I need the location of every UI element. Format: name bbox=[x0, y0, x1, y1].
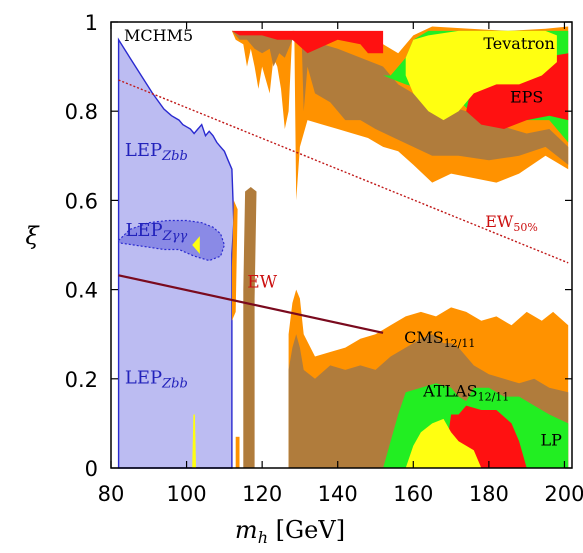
x-axis-title: mh [GeV] bbox=[235, 516, 345, 547]
x-axis-title-sub: h bbox=[258, 528, 268, 547]
ew-lines bbox=[118, 79, 569, 334]
x-tick-label: 120 bbox=[242, 482, 282, 506]
plot-frame bbox=[110, 21, 573, 469]
label-lep-zgg: LEPZγγ bbox=[125, 220, 187, 244]
label-eps: EPS bbox=[510, 87, 543, 106]
x-tick-label: 140 bbox=[318, 482, 358, 506]
cms-band-112 bbox=[231, 200, 238, 321]
tevatron-region-lower bbox=[405, 418, 482, 468]
atlas-column bbox=[243, 187, 257, 468]
x-tick-label: 180 bbox=[469, 482, 509, 506]
model-label: MCHM5 bbox=[124, 26, 193, 45]
atlas-region-upper bbox=[231, 30, 569, 165]
region-labels: LEPZbb LEPZbb LEPZγγ EW EW50% CMS12/11 ATLAS12… bbox=[125, 34, 562, 450]
axis-ticks: 80 100 120 140 160 180 200 0 0.2 0.4 0.6 0.8 1 bbox=[65, 11, 583, 506]
y-tick-label: 1 bbox=[85, 11, 98, 35]
label-lep-zbb-lower: LEPZbb bbox=[125, 367, 188, 391]
eps-strip bbox=[231, 30, 384, 54]
ew-50-line bbox=[118, 79, 569, 264]
y-tick-label: 0.6 bbox=[65, 189, 98, 213]
x-tick-label: 100 bbox=[167, 482, 207, 506]
label-ew-50: EW50% bbox=[485, 212, 538, 234]
label-cms: CMS12/11 bbox=[404, 328, 475, 350]
label-lp: LP bbox=[541, 431, 563, 450]
label-atlas: ATLAS12/11 bbox=[422, 382, 509, 404]
label-tevatron: Tevatron bbox=[483, 34, 555, 53]
tevatron-small-patch bbox=[192, 236, 200, 254]
y-tick-label: 0.2 bbox=[65, 368, 98, 392]
x-axis-title-main: m bbox=[235, 516, 258, 544]
y-tick-label: 0.8 bbox=[65, 100, 98, 124]
ew-line bbox=[118, 274, 384, 334]
tevatron-region-upper bbox=[405, 30, 557, 121]
cms-band-113 bbox=[235, 436, 240, 468]
x-axis-title-unit: [GeV] bbox=[268, 516, 345, 544]
x-tick-label: 160 bbox=[393, 482, 433, 506]
y-tick-label: 0.4 bbox=[65, 279, 98, 303]
x-tick-label: 200 bbox=[544, 482, 583, 506]
label-lep-zbb: LEPZbb bbox=[125, 140, 188, 164]
exclusion-regions bbox=[117, 26, 569, 469]
x-tick-label: 80 bbox=[98, 482, 125, 506]
label-ew: EW bbox=[247, 272, 277, 292]
y-axis-title: ξ bbox=[25, 222, 40, 250]
y-tick-label: 0 bbox=[85, 457, 98, 481]
tevatron-sliver bbox=[192, 414, 196, 468]
